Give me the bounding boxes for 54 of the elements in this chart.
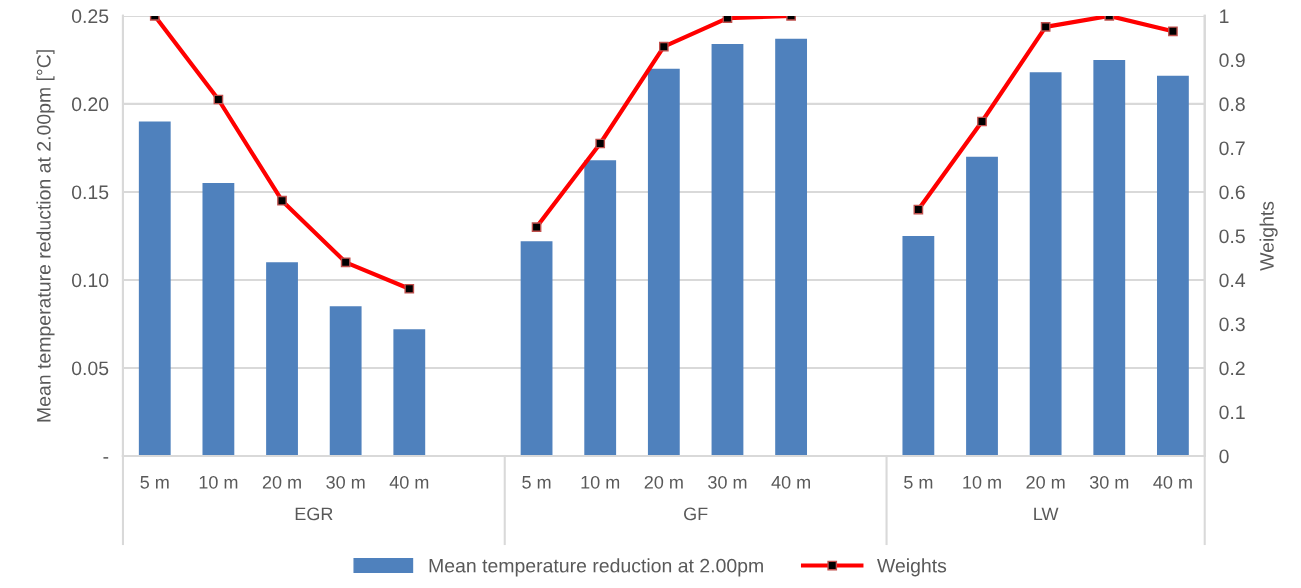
- x-tick-label: 20 m: [1026, 475, 1065, 489]
- y2-tick-label: 0.6: [1219, 185, 1245, 200]
- text: EGR: [295, 507, 333, 521]
- text: LW: [1034, 507, 1059, 521]
- bar: [266, 262, 298, 456]
- bar: [775, 38, 808, 456]
- y-tick-label: 0.15: [71, 185, 109, 200]
- y2-axis-title: Weights: [1259, 201, 1278, 271]
- y-axis-title: Mean temperature reduction at 2.00pm [°C]: [36, 50, 55, 422]
- bar: [520, 241, 553, 456]
- legend-label: Weights: [877, 558, 947, 577]
- text: GF: [684, 507, 708, 521]
- y2-tick-label: 0.8: [1219, 97, 1245, 112]
- bar: [647, 68, 680, 456]
- x-tick-label: 5 m: [522, 476, 551, 489]
- y-tick-label: 0.25: [71, 9, 109, 24]
- x-tick-label: 20 m: [644, 475, 683, 489]
- bar: [1093, 59, 1126, 456]
- bar: [1157, 75, 1189, 456]
- bar: [902, 235, 935, 456]
- y2-tick-label: 0.4: [1219, 273, 1246, 288]
- x-tick-label: 10 m: [199, 475, 238, 489]
- x-tick-label: 40 m: [771, 475, 810, 489]
- x-tick-label: 20 m: [262, 475, 301, 489]
- x-tick-label: 5 m: [140, 476, 169, 489]
- bar: [1029, 72, 1062, 456]
- y-tick-label: 0.10: [71, 273, 109, 288]
- y2-tick-label: 0.7: [1219, 141, 1245, 156]
- bar: [584, 160, 617, 456]
- y2-tick-label: 0: [1219, 449, 1229, 464]
- bar: [329, 306, 362, 456]
- x-tick-label: 40 m: [1153, 475, 1192, 489]
- bar: [393, 329, 426, 456]
- bar: [202, 183, 235, 456]
- y-tick-label: -: [103, 457, 109, 459]
- x-tick-label: 10 m: [963, 475, 1001, 489]
- y2-tick-label: 0.5: [1219, 229, 1245, 244]
- x-tick-label: 10 m: [581, 475, 620, 489]
- x-tick-label: 5 m: [904, 476, 933, 489]
- y2-tick-label: 0.1: [1219, 405, 1245, 420]
- y2-tick-label: 0.3: [1219, 317, 1245, 332]
- x-tick-label: 30 m: [326, 475, 365, 489]
- x-tick-label: 30 m: [708, 475, 747, 489]
- x-tick-label: 30 m: [1089, 475, 1129, 489]
- y2-tick-label: 0.9: [1219, 53, 1245, 68]
- legend-label: Mean temperature reduction at 2.00pm: [429, 558, 763, 577]
- y2-tick-label: 0.2: [1219, 361, 1245, 376]
- y2-tick-label: 1: [1220, 9, 1229, 23]
- y-tick-label: 0.20: [71, 97, 109, 112]
- bar: [711, 44, 744, 456]
- x-tick-label: 40 m: [389, 475, 429, 489]
- y-tick-label: 0.05: [71, 361, 109, 376]
- bar: [138, 121, 171, 456]
- bar: [966, 156, 998, 456]
